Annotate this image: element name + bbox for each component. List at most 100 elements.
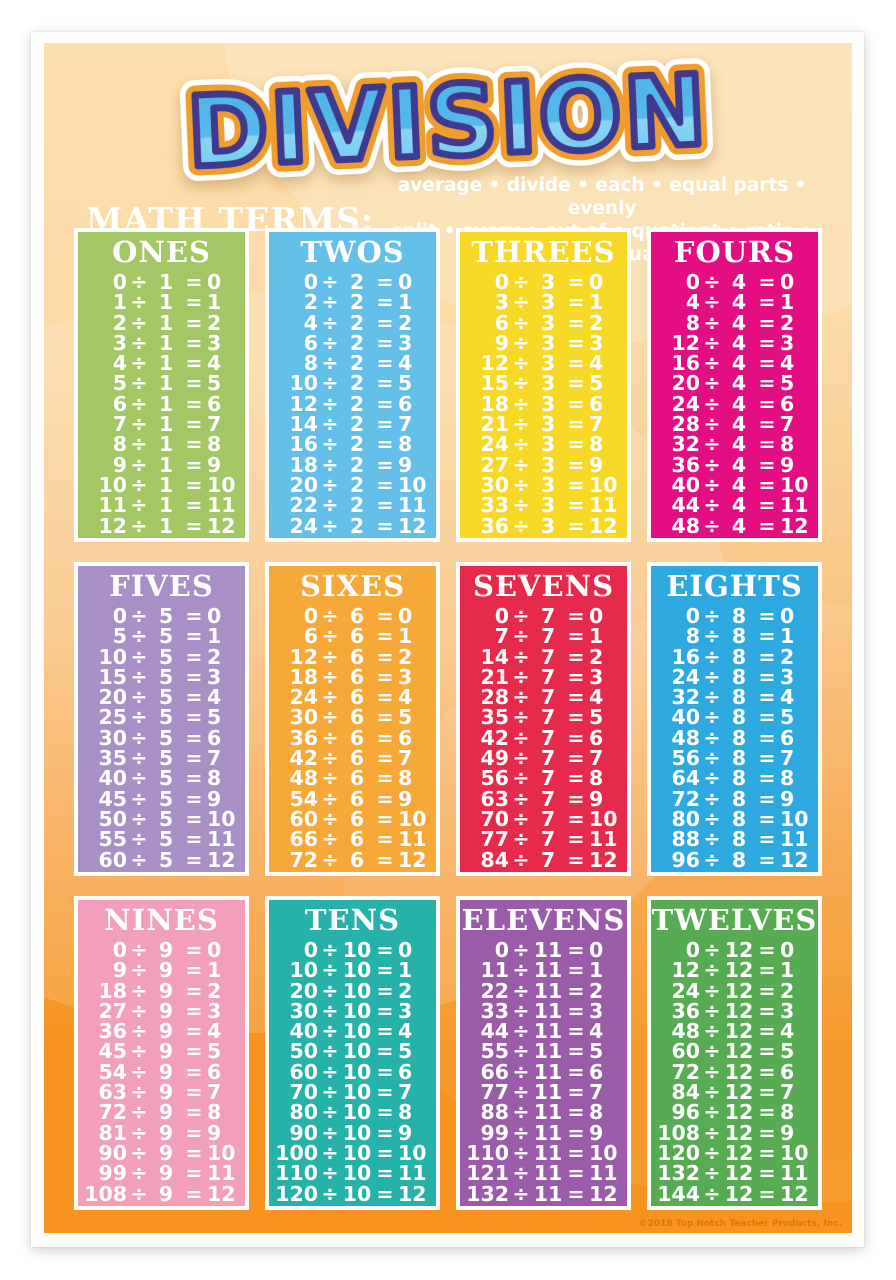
equation-row: 77 ÷ 11 = 7: [480, 1080, 604, 1105]
equation-row: 48 ÷ 12 = 4: [671, 1019, 795, 1044]
equation-row: 28 ÷ 4 = 7: [671, 412, 795, 437]
division-table-threes: THREES 0 ÷ 3 = 0 3 ÷ 3 = 1 6 ÷ 3 = 2 9 ÷ 3 = 3 12 ÷ 3 = 4 15 ÷ 3 = 5 18…: [456, 228, 631, 542]
equation-rows: 0 ÷ 7 = 0 7 ÷ 7 = 1 14 ÷ 7 = 2 21 ÷ 7 = 3 28 ÷ 7 = 4 35 ÷ 7 = 5 42 ÷ 7 = 6…: [460, 606, 627, 870]
equation-row: 21 ÷ 3 = 7: [480, 412, 604, 437]
equation-row: 3 ÷ 1 = 3: [112, 330, 222, 355]
math-terms-line-1: average • divide • each • equal parts • …: [397, 175, 807, 219]
equation-row: 5 ÷ 5 = 1: [112, 624, 222, 649]
equation-row: 18 ÷ 2 = 9: [289, 452, 413, 477]
equation-row: 30 ÷ 3 = 10: [480, 472, 618, 497]
equation-row: 16 ÷ 2 = 8: [289, 432, 413, 457]
equation-row: 50 ÷ 5 = 10: [98, 806, 236, 831]
equation-row: 12 ÷ 12 = 1: [671, 958, 795, 983]
equation-row: 24 ÷ 2 = 12: [289, 513, 427, 538]
poster-header: DIVISION DIVISION DIVISION MATH TERMS: a…: [44, 43, 852, 265]
equation-row: 6 ÷ 3 = 2: [494, 310, 604, 335]
equation-row: 9 ÷ 9 = 1: [112, 958, 222, 983]
equation-row: 72 ÷ 8 = 9: [671, 786, 795, 811]
table-title: TWELVES: [651, 903, 818, 937]
equation-row: 44 ÷ 4 = 11: [671, 493, 809, 518]
equation-row: 32 ÷ 4 = 8: [671, 432, 795, 457]
copyright-text: ©2018 Top Notch Teacher Products, Inc.: [638, 1219, 842, 1229]
equation-rows: 0 ÷ 11 = 0 11 ÷ 11 = 1 22 ÷ 11 = 2 33 ÷ 11 = 3 44 ÷ 11 = 4 55 ÷ 11 =…: [460, 940, 627, 1204]
equation-row: 22 ÷ 11 = 2: [480, 978, 604, 1003]
division-table-ones: ONES 0 ÷ 1 = 0 1 ÷ 1 = 1 2 ÷ 1 = 2 3 ÷ 1 = 3 4 ÷ 1 = 4 5 ÷ 1 = 5 6 ÷ 1 = 6 7…: [74, 228, 249, 542]
equation-rows: 0 ÷ 6 = 0 6 ÷ 6 = 1 12 ÷ 6 = 2 18 ÷ 6 = 3 24 ÷ 6 = 4 30 ÷ 6 = 5 36 ÷ 6 = 6…: [269, 606, 436, 870]
equation-row: 12 ÷ 3 = 4: [480, 351, 604, 376]
equation-row: 4 ÷ 4 = 1: [685, 290, 795, 315]
equation-row: 49 ÷ 7 = 7: [480, 746, 604, 771]
equation-row: 27 ÷ 3 = 9: [480, 452, 604, 477]
table-title: FIVES: [109, 569, 214, 603]
poster-page: DIVISION DIVISION DIVISION MATH TERMS: a…: [31, 32, 864, 1247]
equation-rows: 0 ÷ 8 = 0 8 ÷ 8 = 1 16 ÷ 8 = 2 24 ÷ 8 = 3 32 ÷ 8 = 4 40 ÷ 8 = 5 48 ÷ 8 = 6…: [651, 606, 818, 870]
equation-row: 7 ÷ 1 = 7: [112, 412, 222, 437]
equation-row: 45 ÷ 5 = 9: [98, 786, 222, 811]
division-table-fives: FIVES 0 ÷ 5 = 0 5 ÷ 5 = 1 10 ÷ 5 = 2 15 ÷ 5 = 3 20 ÷ 5 = 4 25 ÷ 5 = 5 3…: [74, 562, 249, 876]
equation-row: 6 ÷ 1 = 6: [112, 391, 222, 416]
equation-row: 72 ÷ 9 = 8: [98, 1100, 222, 1125]
table-title: FOURS: [673, 235, 796, 269]
equation-row: 4 ÷ 2 = 2: [303, 310, 413, 335]
table-title: ELEVENS: [461, 903, 626, 937]
equation-row: 144 ÷ 12 = 12: [657, 1181, 809, 1206]
equation-row: 0 ÷ 6 = 0: [303, 604, 413, 628]
equation-row: 20 ÷ 2 = 10: [289, 472, 427, 497]
equation-row: 8 ÷ 4 = 2: [685, 310, 795, 335]
equation-row: 44 ÷ 11 = 4: [480, 1019, 604, 1044]
equation-row: 33 ÷ 11 = 3: [480, 998, 604, 1023]
equation-row: 60 ÷ 12 = 5: [671, 1039, 795, 1064]
equation-row: 0 ÷ 9 = 0: [112, 938, 222, 962]
equation-row: 11 ÷ 1 = 11: [98, 493, 236, 518]
division-table-twos: TWOS 0 ÷ 2 = 0 2 ÷ 2 = 1 4 ÷ 2 = 2 6 ÷ 2 = 3 8 ÷ 2 = 4 10 ÷ 2 = 5 12 ÷ 2 =…: [265, 228, 440, 542]
equation-row: 36 ÷ 6 = 6: [289, 725, 413, 750]
table-title: SIXES: [299, 569, 406, 603]
equation-row: 80 ÷ 8 = 10: [671, 806, 809, 831]
equation-row: 12 ÷ 1 = 12: [98, 513, 236, 538]
equation-row: 108 ÷ 9 = 12: [84, 1181, 236, 1206]
equation-row: 18 ÷ 3 = 6: [480, 391, 604, 416]
equation-row: 11 ÷ 11 = 1: [480, 958, 604, 983]
equation-row: 121 ÷ 11 = 11: [466, 1161, 618, 1186]
equation-row: 33 ÷ 3 = 11: [480, 493, 618, 518]
equation-row: 60 ÷ 5 = 12: [98, 847, 236, 872]
equation-row: 100 ÷ 10 = 10: [275, 1140, 427, 1165]
equation-row: 42 ÷ 6 = 7: [289, 746, 413, 771]
equation-row: 27 ÷ 9 = 3: [98, 998, 222, 1023]
table-title: THREES: [471, 235, 616, 269]
equation-row: 4 ÷ 1 = 4: [112, 351, 222, 376]
equation-row: 64 ÷ 8 = 8: [671, 766, 795, 791]
equation-row: 63 ÷ 9 = 7: [98, 1080, 222, 1105]
equation-row: 66 ÷ 6 = 11: [289, 827, 427, 852]
equation-row: 18 ÷ 9 = 2: [98, 978, 222, 1003]
equation-row: 84 ÷ 12 = 7: [671, 1080, 795, 1105]
equation-row: 9 ÷ 1 = 9: [112, 452, 222, 477]
equation-row: 36 ÷ 3 = 12: [480, 513, 618, 538]
equation-row: 50 ÷ 10 = 5: [289, 1039, 413, 1064]
division-table-sixes: SIXES 0 ÷ 6 = 0 6 ÷ 6 = 1 12 ÷ 6 = 2 18 ÷ 6 = 3 24 ÷ 6 = 4 30 ÷ 6 = 5 3…: [265, 562, 440, 876]
poster-title-art: DIVISION DIVISION DIVISION: [170, 43, 726, 204]
equation-row: 84 ÷ 7 = 12: [480, 847, 618, 872]
equation-rows: 0 ÷ 4 = 0 4 ÷ 4 = 1 8 ÷ 4 = 2 12 ÷ 4 = 3 16 ÷ 4 = 4 20 ÷ 4 = 5 24 ÷ 4 = 6 2…: [651, 272, 818, 536]
equation-row: 10 ÷ 5 = 2: [98, 644, 222, 669]
equation-row: 120 ÷ 10 = 12: [275, 1181, 427, 1206]
equation-row: 24 ÷ 6 = 4: [289, 685, 413, 710]
equation-row: 8 ÷ 2 = 4: [303, 351, 413, 376]
equation-row: 24 ÷ 4 = 6: [671, 391, 795, 416]
equation-row: 110 ÷ 11 = 10: [466, 1140, 618, 1165]
equation-rows: 0 ÷ 3 = 0 3 ÷ 3 = 1 6 ÷ 3 = 2 9 ÷ 3 = 3 12 ÷ 3 = 4 15 ÷ 3 = 5 18 ÷ 3 = 6 21…: [460, 272, 627, 536]
equation-row: 0 ÷ 2 = 0: [303, 270, 413, 294]
equation-row: 28 ÷ 7 = 4: [480, 685, 604, 710]
tables-grid: ONES 0 ÷ 1 = 0 1 ÷ 1 = 1 2 ÷ 1 = 2 3 ÷ 1 = 3 4 ÷ 1 = 4 5 ÷ 1 = 5 6 ÷ 1 = 6 7…: [44, 228, 852, 1210]
equation-row: 54 ÷ 9 = 6: [98, 1059, 222, 1084]
equation-row: 70 ÷ 7 = 10: [480, 806, 618, 831]
equation-rows: 0 ÷ 2 = 0 2 ÷ 2 = 1 4 ÷ 2 = 2 6 ÷ 2 = 3 8 ÷ 2 = 4 10 ÷ 2 = 5 12 ÷ 2 = 6 14 ÷…: [269, 272, 436, 536]
equation-row: 88 ÷ 11 = 8: [480, 1100, 604, 1125]
equation-row: 15 ÷ 5 = 3: [98, 664, 222, 689]
equation-row: 96 ÷ 8 = 12: [671, 847, 809, 872]
equation-row: 70 ÷ 10 = 7: [289, 1080, 413, 1105]
equation-row: 7 ÷ 7 = 1: [494, 624, 604, 649]
equation-row: 36 ÷ 12 = 3: [671, 998, 795, 1023]
equation-rows: 0 ÷ 10 = 0 10 ÷ 10 = 1 20 ÷ 10 = 2 30 ÷ 10 = 3 40 ÷ 10 = 4 50 ÷ 10 =…: [269, 940, 436, 1204]
equation-row: 15 ÷ 3 = 5: [480, 371, 604, 396]
